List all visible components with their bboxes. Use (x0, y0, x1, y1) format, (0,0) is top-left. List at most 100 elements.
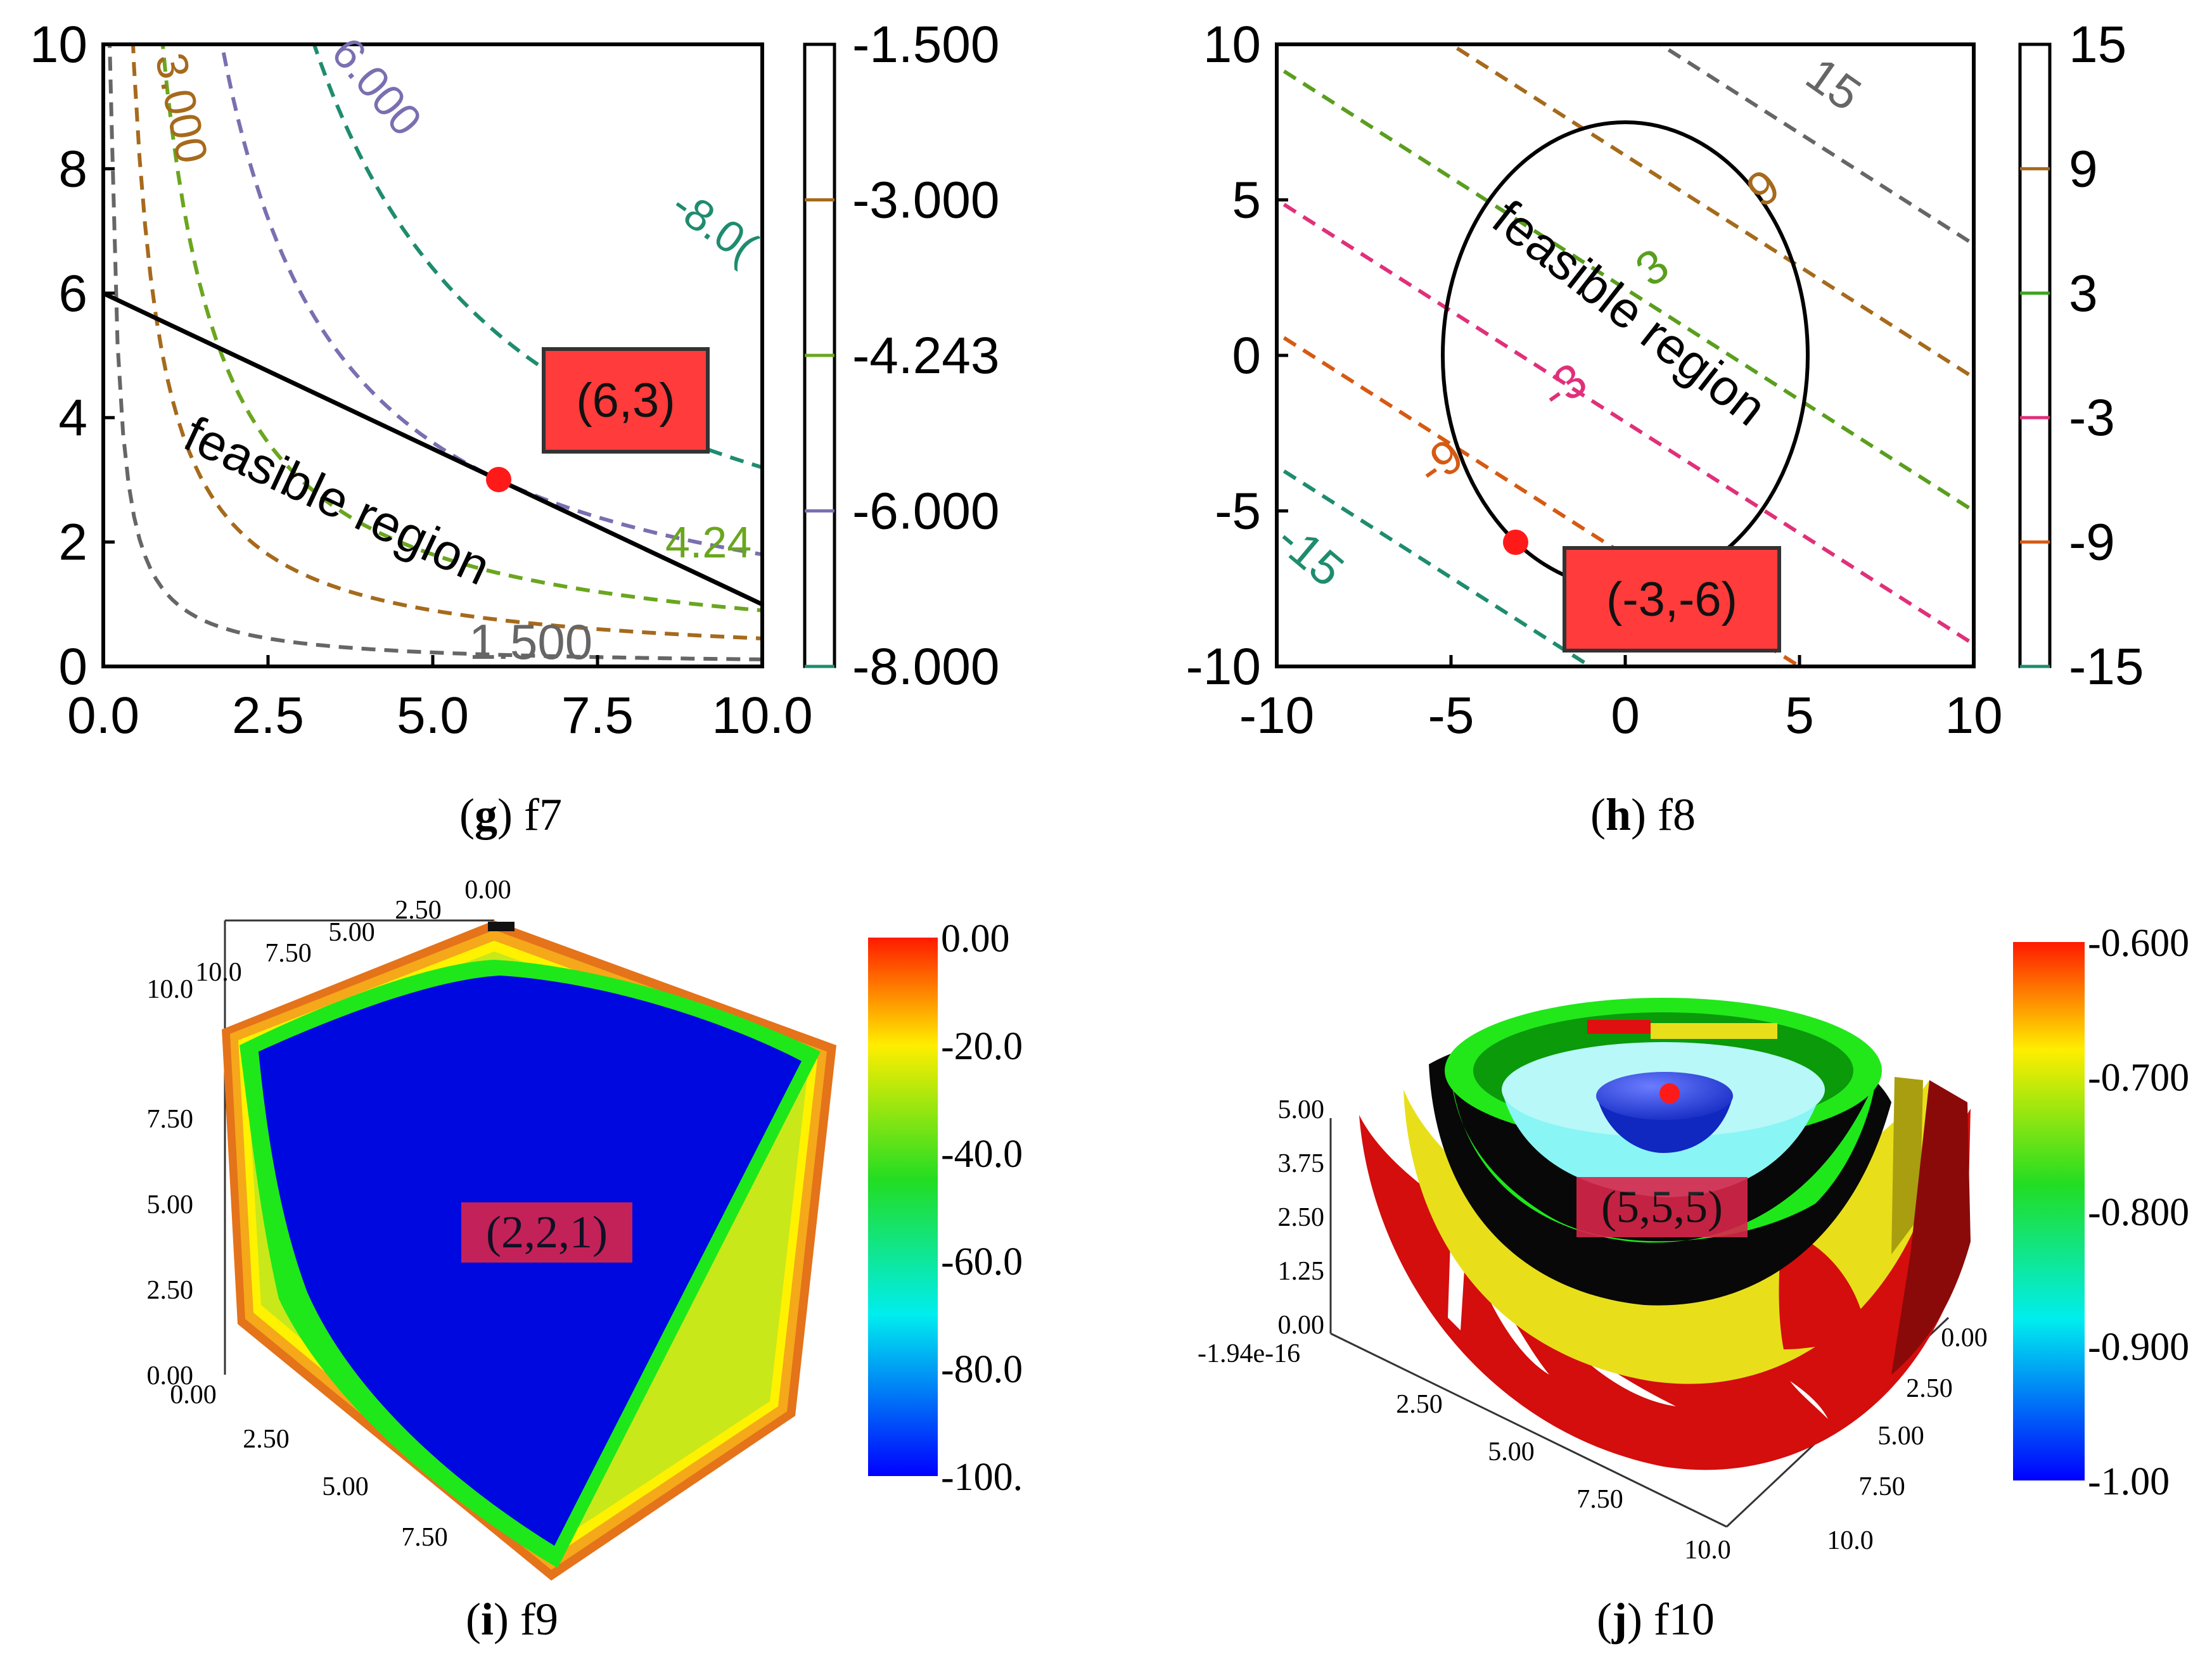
f10-x-tick-label: 5.00 (1488, 1437, 1535, 1467)
f8-colorbar (2018, 42, 2052, 668)
f9-bottom-tick-label: 0.00 (170, 1380, 217, 1410)
f8-colorbar-label: 9 (2069, 140, 2098, 198)
f8-y-tick-label: -5 (1215, 483, 1261, 540)
f8-contour-lines (1277, 44, 1974, 666)
f9-colorbar-label: 0.00 (941, 917, 1010, 960)
f7-y-tick-label: 6 (58, 265, 87, 322)
f8-x-tick-label: 5 (1785, 687, 1814, 744)
f10-colorbar-label: -1.00 (2088, 1460, 2170, 1503)
f7-colorbar-ticks: -1.500 -3.000 -4.243 -6.000 -8.000 (805, 16, 1000, 696)
f8-contour-label-neg9: -9 (1407, 428, 1473, 496)
f7-contour-label-3: 3.000 (146, 49, 217, 168)
f9-bottom-tick-label: 5.00 (322, 1472, 369, 1501)
f7-contour-2 (160, 44, 762, 613)
f8-contour-label-9: 9 (1737, 158, 1789, 217)
f10-x-tick-label: 10.0 (1684, 1536, 1731, 1565)
f7-colorbar-label: -1.500 (852, 16, 1000, 73)
f7-x-tick-label: 7.5 (561, 687, 634, 744)
f7-optimum-point (486, 467, 511, 492)
f8-colorbar-ticks: 15 9 3 -3 -9 -15 (2020, 16, 2144, 696)
f8-x-tick-label: -10 (1239, 687, 1315, 744)
f7-y-tick-label: 8 (58, 140, 87, 198)
f9-optimum-label: (2,2,1) (461, 1202, 632, 1263)
f9-axis-ticks: 0.00 2.50 5.00 7.50 10.010.0 7.50 5.00 2.50 0.00… (147, 875, 511, 1552)
f7-axis-ticks: 0.0 2.5 5.0 7.5 10.0 0 2 4 6 8 10 (30, 16, 813, 744)
f10-z-tick-label: 0.00 (1278, 1311, 1325, 1340)
f9-top-tick-label: 5.00 (328, 918, 375, 947)
f8-contour-1 (1447, 44, 1974, 380)
f9-colorbar-label: -100. (941, 1456, 1023, 1499)
f7-y-tick-label: 10 (30, 16, 87, 73)
f8-colorbar-label: 3 (2069, 265, 2098, 322)
f9-colorbar-label: -80.0 (941, 1348, 1023, 1391)
f9-colorbar (868, 938, 938, 1476)
f7-constraint-line (102, 291, 764, 607)
f7-optimum-label: (6,3) (542, 347, 710, 454)
f8-y-tick-label: 0 (1232, 327, 1261, 385)
f8-contour-label-neg3: -3 (1531, 352, 1596, 420)
f10-colorbar-label: -0.800 (2088, 1191, 2189, 1234)
f10-x-tick-label: 2.50 (1396, 1390, 1443, 1419)
f7-colorbar-label: -4.243 (852, 327, 1000, 385)
f10-optimum-point (1659, 1083, 1680, 1104)
f8-contour-3 (1277, 197, 1974, 647)
f7-contour-0 (108, 44, 762, 661)
f10-y-tick-label: 0.00 (1941, 1323, 1988, 1353)
f10-colorbar (2013, 942, 2085, 1480)
f9-axes (224, 919, 494, 1375)
f10-colorbar-label: -0.900 (2088, 1326, 2189, 1369)
f7-x-tick-label: 10.0 (712, 687, 813, 744)
f10-colorbar-ticks: -0.600 -0.700 -0.800 -0.900 -1.00 (2088, 922, 2189, 1503)
f8-contour-5 (1277, 464, 1594, 666)
f7-x-tick-label: 5.0 (397, 687, 469, 744)
f10-z-tick-label: 1.25 (1278, 1257, 1325, 1286)
caption-j: (j) f10 (1597, 1594, 1715, 1645)
f8-y-tick-label: 10 (1203, 16, 1261, 73)
f8-contour-label-15: 15 (1797, 47, 1871, 121)
f8-x-tick-label: 0 (1611, 687, 1640, 744)
f8-optimum-point (1503, 530, 1528, 555)
f8-contour-2 (1277, 64, 1974, 514)
f8-optimum-label: (-3,-6) (1563, 546, 1781, 653)
f10-z-origin-label: -1.94e-16 (1198, 1339, 1300, 1368)
f7-contour-1 (131, 44, 762, 640)
f9-left-tick-label: 7.50 (147, 1105, 194, 1134)
f8-x-tick-label: 10 (1945, 687, 2002, 744)
f10-y-tick-label: 7.50 (1858, 1472, 1905, 1501)
caption-g: (g) f7 (459, 789, 562, 840)
f10-colorbar-label: -0.600 (2088, 922, 2189, 965)
f7-colorbar-label: -8.000 (852, 638, 1000, 696)
f7-contour-label-8: -8.0( (663, 179, 766, 272)
f8-y-tick-label: 5 (1232, 172, 1261, 229)
f9-colorbar-label: -40.0 (941, 1133, 1023, 1176)
f7-contour-label-1: 1.500 (469, 614, 592, 670)
f9-left-tick-label: 10.0 (147, 975, 194, 1004)
f9-bottom-tick-label: 7.50 (401, 1523, 448, 1552)
f9-left-tick-label: 0.00 (147, 1361, 194, 1391)
f9-corner-top (488, 922, 515, 931)
f9-top-tick-label: 10.0 (195, 958, 242, 987)
f7-colorbar-label: -6.000 (852, 483, 1000, 540)
chart-f10: 5.003.752.501.250.00-1.94e-162.505.007.5… (1198, 922, 2189, 1565)
f9-bottom-tick-label: 2.50 (243, 1425, 290, 1454)
f7-y-tick-label: 4 (58, 389, 87, 447)
f7-colorbar-label: -3.000 (852, 172, 1000, 229)
f8-contour-label-neg15: -15 (1267, 512, 1354, 597)
f10-y-tick-label: 10.0 (1827, 1526, 1874, 1555)
caption-i: (i) f9 (466, 1594, 558, 1645)
f9-top-tick-label: 0.00 (464, 875, 511, 905)
f10-z-tick-label: 5.00 (1278, 1095, 1325, 1124)
f10-z-tick-label: 2.50 (1278, 1203, 1325, 1232)
f7-y-tick-label: 2 (58, 514, 87, 571)
f7-contour-label-4: 4.24 (665, 518, 751, 567)
f9-colorbar-label: -60.0 (941, 1240, 1023, 1283)
f10-y-tick-label: 2.50 (1906, 1374, 1953, 1403)
f8-colorbar-label: -9 (2069, 514, 2115, 571)
f7-x-tick-label: 0.0 (67, 687, 139, 744)
f8-contour-4 (1277, 331, 1803, 666)
f7-region-label: feasible region (176, 405, 499, 596)
f10-x-tick-label: 7.50 (1576, 1485, 1623, 1514)
f10-surface (1359, 998, 1971, 1470)
